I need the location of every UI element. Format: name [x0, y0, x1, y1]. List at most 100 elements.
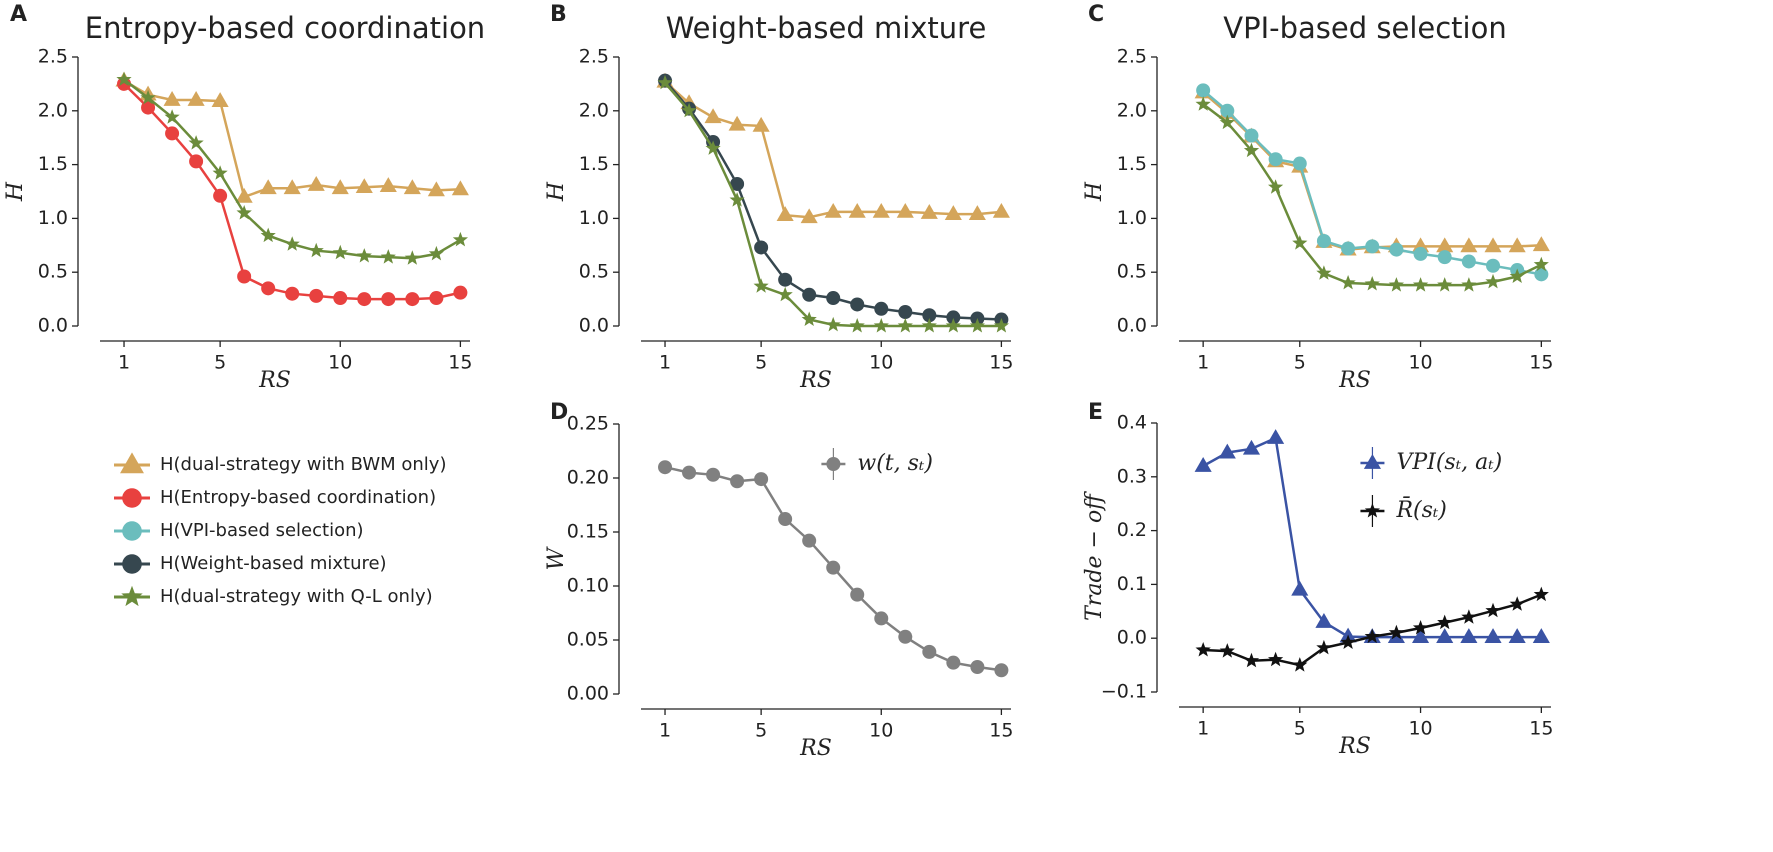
legend-label: VPI(sₜ, aₜ): [1396, 450, 1502, 475]
marker: [1291, 580, 1309, 596]
series-line: [1202, 91, 1542, 251]
marker: [308, 242, 324, 258]
marker: [1486, 258, 1501, 273]
marker: [729, 192, 745, 207]
marker: [970, 660, 985, 674]
marker: [1412, 277, 1429, 292]
marker: [164, 109, 180, 124]
marker: [1365, 239, 1380, 254]
marker: [825, 316, 841, 332]
marker: [236, 205, 252, 220]
marker: [920, 204, 938, 219]
marker: [237, 269, 252, 284]
marker: [754, 240, 769, 255]
marker: [754, 472, 769, 487]
marker: [944, 205, 962, 220]
marker: [259, 179, 277, 195]
marker: [1267, 429, 1285, 444]
y-tick-label: 0.25: [567, 413, 609, 435]
marker: [379, 177, 397, 192]
y-tick-label: 2.0: [1117, 99, 1147, 121]
marker: [187, 91, 205, 106]
marker: [993, 318, 1009, 333]
y-tick-label: 0.05: [567, 629, 609, 651]
y-tick-label: 2.0: [579, 99, 609, 121]
marker: [261, 281, 276, 296]
marker: [1484, 237, 1502, 253]
marker: [428, 245, 444, 261]
panel-label: A: [10, 2, 27, 27]
marker: [968, 205, 986, 220]
x-tick-label: 1: [1197, 352, 1209, 374]
y-tick-label: 1.5: [579, 153, 609, 175]
marker: [1437, 277, 1453, 292]
marker: [1194, 457, 1212, 472]
legend-label: H(VPI-based selection): [160, 520, 364, 541]
marker: [380, 249, 396, 264]
panel-label: E: [1088, 400, 1103, 425]
y-tick-label: 0.2: [1117, 519, 1147, 541]
marker: [969, 318, 985, 333]
marker: [1340, 275, 1356, 290]
marker: [681, 102, 697, 118]
marker: [1508, 237, 1526, 253]
marker: [189, 154, 204, 169]
marker: [1315, 613, 1333, 628]
marker: [730, 176, 745, 191]
marker: [165, 126, 180, 141]
marker: [777, 286, 793, 302]
x-tick-label: 1: [118, 352, 130, 374]
marker: [307, 176, 325, 191]
marker: [117, 76, 132, 91]
x-axis-label: RS: [799, 736, 832, 761]
chart-title: Weight-based mixture: [666, 11, 987, 45]
marker: [921, 318, 937, 333]
marker: [705, 140, 721, 155]
marker: [403, 179, 421, 195]
y-tick-label: 0.1: [1117, 573, 1147, 595]
marker: [1316, 233, 1331, 248]
x-axis-label: RS: [1338, 734, 1371, 759]
chart-title: VPI-based selection: [1223, 11, 1506, 45]
marker: [896, 202, 914, 218]
marker: [163, 91, 181, 106]
legend-label: H(dual-strategy with Q-L only): [160, 586, 433, 607]
y-tick-label: 0.4: [1117, 412, 1147, 434]
marker: [850, 587, 865, 602]
marker: [1243, 652, 1260, 668]
x-tick-label: 10: [869, 720, 893, 742]
marker: [333, 291, 348, 306]
x-tick-label: 15: [989, 352, 1013, 374]
marker: [728, 115, 746, 131]
marker: [211, 92, 229, 107]
x-tick-label: 15: [1529, 718, 1553, 740]
marker: [872, 202, 890, 218]
marker: [657, 74, 673, 90]
legend-label: H(dual-strategy with BWM only): [160, 454, 446, 475]
x-tick-label: 5: [214, 352, 226, 374]
y-tick-label: 0.0: [1117, 627, 1147, 649]
x-axis-label: RS: [799, 368, 832, 393]
marker: [1533, 256, 1549, 272]
marker: [1388, 277, 1404, 292]
y-tick-label: 1.0: [1117, 207, 1147, 229]
marker: [1218, 443, 1236, 459]
marker: [1485, 602, 1501, 618]
marker: [453, 285, 468, 300]
x-axis-label: RS: [258, 368, 291, 393]
marker: [682, 465, 697, 480]
marker: [1364, 276, 1380, 291]
marker: [897, 318, 913, 333]
x-tick-label: 1: [1197, 718, 1209, 740]
marker: [1461, 277, 1477, 292]
marker: [284, 236, 300, 251]
legend-marker: [122, 488, 142, 508]
y-axis-label: Trade − off: [1082, 491, 1107, 621]
y-tick-label: 0.20: [567, 467, 609, 489]
panel-label: D: [550, 400, 568, 425]
marker: [1340, 634, 1356, 649]
marker: [776, 206, 794, 222]
panel-label: B: [550, 2, 567, 27]
marker: [427, 181, 445, 197]
marker: [1219, 643, 1235, 658]
